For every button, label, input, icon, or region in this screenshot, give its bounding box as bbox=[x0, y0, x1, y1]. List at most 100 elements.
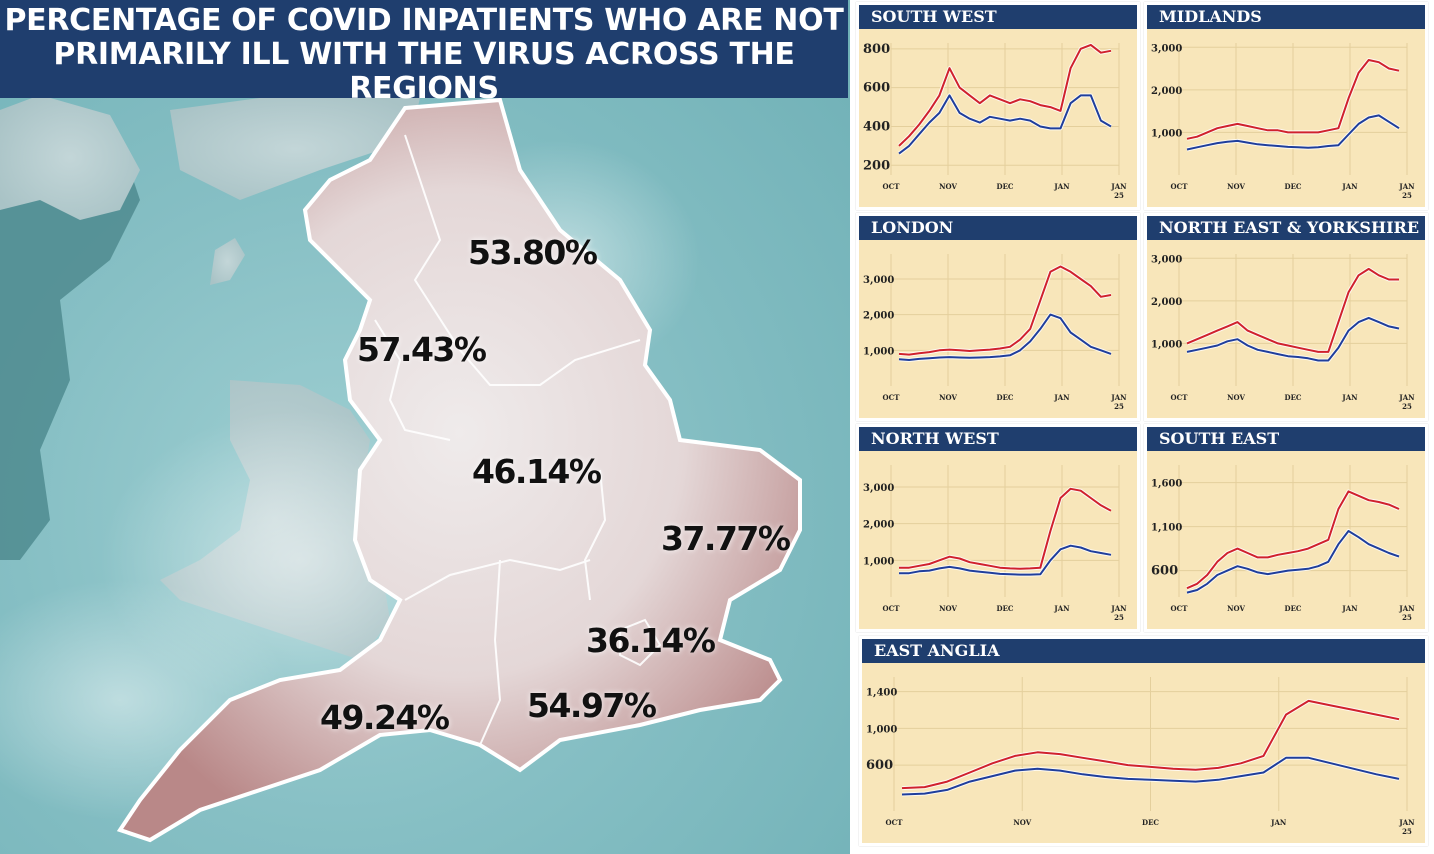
series-line-red bbox=[1186, 267, 1399, 353]
region-value-south-west: 49.24% bbox=[320, 698, 450, 737]
x-tick-label: NOV bbox=[939, 393, 957, 402]
x-tick-label: JAN bbox=[1341, 182, 1358, 191]
y-tick-label: 1,000 bbox=[863, 346, 894, 357]
x-tick-label: 25 bbox=[1402, 191, 1412, 200]
scotland-landmass bbox=[170, 98, 420, 200]
region-borders bbox=[374, 134, 662, 746]
y-tick-label: 400 bbox=[863, 119, 890, 134]
england-map bbox=[0, 95, 802, 843]
chart-panel-midlands: Midlands 1,000 2,000 3,000 OCT NOV DEC JAN JAN 2… bbox=[1144, 2, 1428, 210]
x-tick-label: JAN bbox=[1270, 818, 1287, 827]
chart-panel-south-east: South East 600 1,100 1,600 OCT NOV DEC JAN JAN 2… bbox=[1144, 424, 1428, 632]
x-tick-label: JAN bbox=[1341, 393, 1358, 402]
chart-panel-north-east-yorkshire: North East & Yorkshire 1,000 2,000 3,000 OC… bbox=[1144, 213, 1428, 421]
england-outline bbox=[116, 97, 802, 843]
x-tick-label: DEC bbox=[997, 604, 1014, 613]
x-tick-label: DEC bbox=[997, 182, 1014, 191]
region-value-midlands: 46.14% bbox=[472, 452, 602, 491]
chart-title: North West bbox=[859, 427, 1137, 451]
y-tick-label: 2,000 bbox=[1151, 297, 1182, 308]
region-value-north-east-yorkshire: 53.80% bbox=[468, 233, 598, 272]
x-tick-label: NOV bbox=[1227, 604, 1245, 613]
x-tick-label: OCT bbox=[883, 393, 901, 402]
chart-title: East Anglia bbox=[862, 639, 1425, 663]
series-line-red bbox=[1186, 490, 1400, 590]
x-tick-label: JAN bbox=[1398, 182, 1415, 191]
chart-panel-london: London 1,000 2,000 3,000 OCT NOV DEC JAN JAN 25 bbox=[856, 213, 1140, 421]
page-title: Percentage of Covid inpatients who are n… bbox=[4, 3, 844, 106]
series-line-blue bbox=[898, 313, 1112, 361]
series-line-blue bbox=[899, 544, 1112, 576]
series-line-red bbox=[901, 699, 1400, 790]
y-tick-label: 3,000 bbox=[863, 275, 894, 286]
northern-ireland-landmass bbox=[0, 95, 140, 220]
y-tick-label: 3,000 bbox=[1151, 43, 1182, 54]
region-value-north-west: 57.43% bbox=[357, 330, 487, 369]
x-tick-label: NOV bbox=[1227, 393, 1245, 402]
chart-title: London bbox=[859, 216, 1137, 240]
series-line-blue bbox=[1186, 530, 1400, 594]
x-tick-label: OCT bbox=[1171, 393, 1189, 402]
y-tick-label: 1,100 bbox=[1151, 523, 1182, 534]
title-bar: Percentage of Covid inpatients who are n… bbox=[0, 0, 848, 106]
y-tick-label: 2,000 bbox=[863, 311, 894, 322]
y-tick-label: 1,000 bbox=[1151, 339, 1182, 350]
y-tick-label: 200 bbox=[863, 158, 890, 173]
y-tick-label: 600 bbox=[863, 81, 890, 96]
x-tick-label: DEC bbox=[1142, 818, 1159, 827]
map-panel: Percentage of Covid inpatients who are n… bbox=[0, 0, 850, 854]
series-line-red bbox=[1186, 59, 1400, 140]
y-tick-label: 600 bbox=[1151, 564, 1178, 579]
x-tick-label: OCT bbox=[1171, 604, 1189, 613]
x-tick-label: OCT bbox=[883, 182, 901, 191]
y-tick-label: 1,600 bbox=[1151, 479, 1182, 490]
y-tick-label: 1,400 bbox=[866, 688, 897, 699]
x-tick-label: JAN bbox=[1398, 393, 1415, 402]
x-tick-label: OCT bbox=[1171, 182, 1189, 191]
series-line-blue bbox=[1186, 316, 1400, 362]
x-tick-label: JAN bbox=[1053, 604, 1070, 613]
x-tick-label: DEC bbox=[1285, 182, 1302, 191]
x-tick-label: JAN bbox=[1053, 182, 1070, 191]
x-tick-label: 25 bbox=[1402, 613, 1412, 622]
chart-panel-east-anglia: East Anglia 600 1,000 1,400 OCT NOV DEC JAN JAN… bbox=[859, 636, 1428, 846]
chart-panel-south-west: South West 200 400 600 800 OCT NOV DEC JAN JAN 25 bbox=[856, 2, 1140, 210]
x-tick-label: DEC bbox=[1285, 393, 1302, 402]
region-value-london: 36.14% bbox=[586, 621, 716, 660]
x-tick-label: JAN bbox=[1341, 604, 1358, 613]
x-tick-label: JAN bbox=[1053, 393, 1070, 402]
x-tick-label: JAN bbox=[1110, 604, 1127, 613]
x-tick-label: OCT bbox=[886, 818, 904, 827]
x-tick-label: 25 bbox=[1114, 613, 1124, 622]
x-tick-label: 25 bbox=[1114, 402, 1124, 411]
x-tick-label: JAN bbox=[1110, 182, 1127, 191]
series-line-blue bbox=[1186, 114, 1400, 151]
x-tick-label: DEC bbox=[997, 393, 1014, 402]
x-tick-label: JAN bbox=[1398, 818, 1415, 827]
y-tick-label: 600 bbox=[866, 758, 893, 773]
chart-title: South West bbox=[859, 5, 1137, 29]
y-tick-label: 3,000 bbox=[863, 483, 894, 494]
x-tick-label: JAN bbox=[1110, 393, 1127, 402]
series-line-red bbox=[898, 265, 1112, 356]
y-tick-label: 1,000 bbox=[866, 724, 897, 735]
series-line-blue bbox=[898, 94, 1112, 155]
x-tick-label: NOV bbox=[1013, 818, 1031, 827]
chart-title: North East & Yorkshire bbox=[1147, 216, 1425, 240]
x-tick-label: JAN bbox=[1398, 604, 1415, 613]
region-value-south-east: 54.97% bbox=[527, 686, 657, 725]
series-line-red bbox=[899, 487, 1112, 570]
series-line-red bbox=[898, 43, 1112, 147]
x-tick-label: 25 bbox=[1402, 827, 1412, 836]
x-tick-label: NOV bbox=[1227, 182, 1245, 191]
isle-of-man bbox=[210, 238, 245, 285]
x-tick-label: NOV bbox=[939, 604, 957, 613]
ireland-landmass bbox=[0, 110, 140, 560]
